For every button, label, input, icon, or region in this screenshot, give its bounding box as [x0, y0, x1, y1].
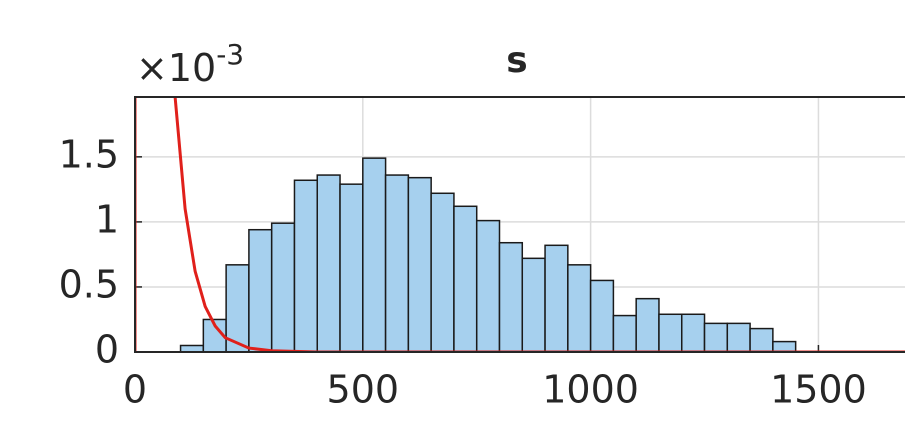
- x-tick-label: 1500: [770, 368, 867, 412]
- bar: [498, 241, 524, 353]
- y-multiplier: ×10-3: [136, 38, 244, 90]
- bar: [248, 228, 273, 353]
- axis-frame: [134, 96, 905, 353]
- x-tick-label: 0: [123, 368, 147, 412]
- y-multiplier-exponent: -3: [216, 38, 244, 71]
- bar: [316, 174, 341, 353]
- bar: [749, 327, 774, 353]
- bar: [612, 314, 637, 353]
- x-tick-label: 1000: [542, 368, 639, 412]
- y-tick-label: 0.5: [59, 262, 119, 306]
- bar: [635, 297, 660, 353]
- y-multiplier-base: ×10: [136, 46, 216, 90]
- x-tick-label: 500: [327, 368, 400, 412]
- bar: [589, 279, 615, 353]
- bar: [567, 264, 592, 353]
- bar: [521, 257, 546, 353]
- bar: [384, 174, 410, 353]
- y-tick-label: 1.5: [59, 132, 119, 176]
- bar: [772, 340, 797, 353]
- bar: [293, 179, 318, 353]
- bar: [362, 157, 387, 353]
- bar: [339, 183, 364, 353]
- bar: [475, 219, 501, 353]
- bar: [703, 322, 729, 353]
- bar: [270, 222, 296, 353]
- y-tick-label: 1: [95, 197, 119, 241]
- bar: [658, 313, 683, 353]
- bar: [453, 205, 478, 353]
- bar: [407, 176, 432, 353]
- bar: [430, 192, 455, 353]
- bar: [726, 322, 751, 353]
- chart-title: s: [506, 40, 527, 81]
- bar: [544, 244, 569, 353]
- bar: [680, 313, 706, 353]
- y-tick-label: 0: [95, 328, 119, 372]
